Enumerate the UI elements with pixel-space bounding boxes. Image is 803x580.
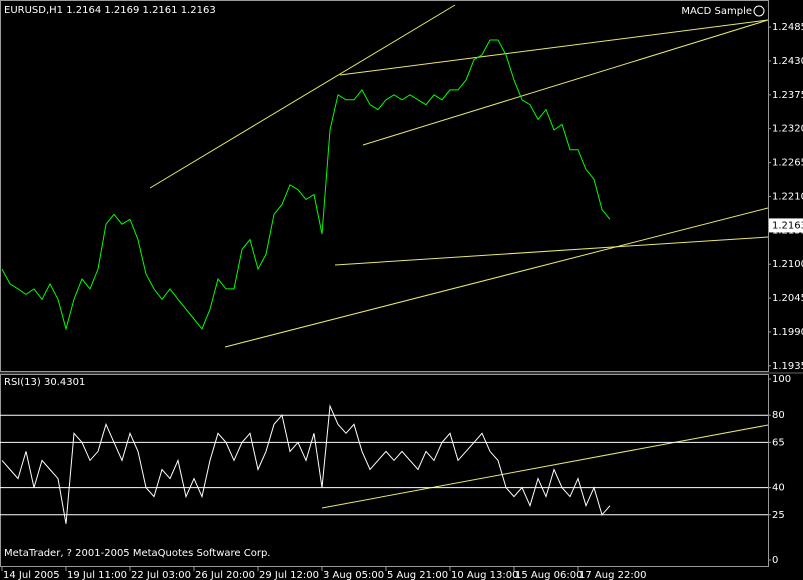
y-tick-label: 1.2485 [772,22,803,33]
y-tick-label: 1.2320 [772,124,803,135]
trend-line [224,207,769,348]
y-tick-label: 1.2100 [772,259,803,270]
x-tick-label: 3 Aug 05:00 [323,570,384,580]
trend-line [339,19,769,76]
trend-line [362,19,769,146]
trend-line [149,4,456,189]
y-tick-label: 65 [772,437,785,448]
rsi-panel-frame [0,374,769,567]
y-tick-label: 100 [772,374,791,385]
y-tick-label: 1.1990 [772,327,803,338]
y-tick-label: 80 [772,410,785,421]
x-tick-label: 22 Jul 03:00 [131,570,191,580]
expert-icon [753,5,765,17]
y-tick-label: 25 [772,510,785,521]
x-tick-label: 26 Jul 20:00 [195,570,255,580]
price-panel-frame [0,0,769,372]
y-tick-label: 1.2210 [772,191,803,202]
y-tick-label: 1.2045 [772,293,803,304]
price-title: EURUSD,H1 1.2164 1.2169 1.2161 1.2163 [4,5,216,16]
series-line [1,39,611,331]
y-tick-label: 40 [772,483,785,494]
y-tick-label: 1.2375 [772,90,803,101]
copyright: MetaTrader, ? 2001-2005 MetaQuotes Softw… [4,548,270,559]
last-price-label: 1.2163 [772,220,803,231]
y-tick-label: 1.2265 [772,158,803,169]
rsi-title: RSI(13) 30.4301 [4,377,85,388]
x-tick-label: 17 Aug 22:00 [579,570,646,580]
y-tick-label: 1.1935 [772,361,803,372]
x-tick-label: 15 Aug 06:00 [515,570,582,580]
x-tick-label: 10 Aug 13:00 [451,570,518,580]
x-tick-label: 5 Aug 21:00 [387,570,448,580]
x-tick-label: 14 Jul 2005 [3,570,60,580]
expert-label: MACD Sample [681,6,752,17]
last-price-box [769,218,803,233]
y-tick-label: 1.2430 [772,56,803,67]
x-tick-label: 19 Jul 11:00 [67,570,127,580]
trend-line [321,424,769,509]
x-tick-label: 29 Jul 12:00 [259,570,319,580]
series-line [1,404,611,524]
trend-line [334,236,769,266]
y-tick-label: 0 [772,555,778,566]
